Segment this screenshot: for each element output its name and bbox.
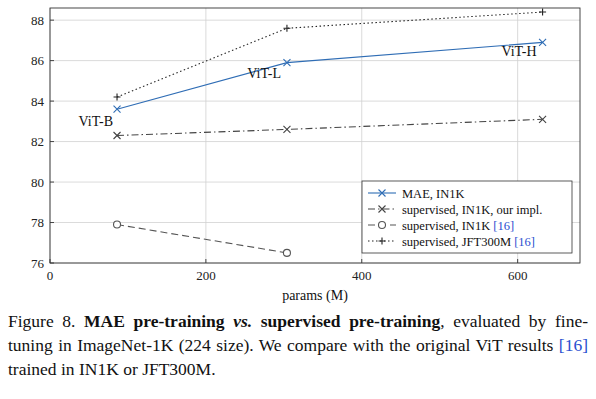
legend-box: [362, 181, 572, 253]
legend-text: supervised, IN1K: [402, 219, 493, 233]
caption: Figure 8. MAE pre-training vs. supervise…: [8, 309, 588, 381]
grid-line: [205, 8, 206, 263]
caption-run: Figure 8.: [8, 311, 84, 331]
tick: [50, 20, 54, 21]
tick: [50, 141, 54, 142]
tick-label: 400: [352, 268, 372, 283]
tick: [205, 259, 206, 263]
legend-label: supervised, JFT300M [16]: [402, 235, 535, 249]
grid-line: [50, 20, 580, 21]
tick-label: 600: [508, 268, 528, 283]
series-line: [117, 42, 543, 109]
tick-label: 84: [31, 94, 45, 109]
tick: [517, 259, 518, 263]
series-line: [117, 225, 287, 253]
legend-text: supervised, JFT300M: [402, 235, 514, 249]
tick-label: 86: [31, 53, 45, 68]
tick: [50, 182, 54, 183]
marker: [114, 106, 121, 113]
point-label: ViT-H: [501, 44, 536, 59]
legend-marker: [379, 206, 386, 213]
marker: [539, 116, 546, 123]
legend-marker: [379, 238, 386, 245]
point-label: ViT-B: [79, 114, 113, 129]
legend-label: MAE, IN1K: [402, 187, 465, 201]
caption-run: supervised pre-training: [252, 311, 440, 331]
tick-label: 0: [47, 268, 54, 283]
marker: [283, 249, 290, 256]
marker: [539, 9, 546, 16]
marker: [283, 25, 290, 32]
caption-run: vs.: [233, 311, 252, 331]
plot-frame: [50, 8, 580, 263]
tick: [50, 222, 54, 223]
marker: [283, 59, 290, 66]
tick-label: 88: [31, 13, 44, 28]
marker: [539, 39, 546, 46]
marker: [114, 221, 121, 228]
marker: [114, 94, 121, 101]
chart: 76 78 80 82 84 86 88 0 200 400 600 params (M) ViT-B V…: [0, 0, 596, 305]
tick: [50, 60, 54, 61]
legend-text: supervised, IN1K, our impl.: [402, 203, 542, 217]
caption-run: MAE pre-training: [84, 311, 233, 331]
series-line: [117, 119, 543, 135]
tick-label: 78: [31, 215, 44, 230]
point-label: ViT-L: [247, 66, 281, 81]
citation: [16]: [514, 235, 535, 249]
legend-label: supervised, IN1K [16]: [402, 219, 514, 233]
grid-line: [50, 101, 580, 102]
citation: [16]: [559, 335, 588, 355]
tick: [50, 259, 51, 263]
tick-label: 80: [31, 175, 44, 190]
tick-label: 82: [31, 134, 44, 149]
tick-label: 200: [196, 268, 216, 283]
marker: [114, 132, 121, 139]
legend-marker: [379, 222, 386, 229]
legend: MAE, IN1K supervised, IN1K, our impl. supe…: [362, 181, 572, 253]
tick: [50, 101, 54, 102]
legend-text: MAE, IN1K: [402, 187, 465, 201]
tick: [50, 263, 54, 264]
tick-label: 76: [31, 256, 45, 271]
legend-marker: [379, 190, 386, 197]
grid-line: [50, 141, 580, 142]
marker: [283, 126, 290, 133]
legend-label: supervised, IN1K, our impl.: [402, 203, 542, 217]
citation: [16]: [493, 219, 514, 233]
axis-label: params (M): [282, 288, 348, 304]
series-line: [117, 12, 543, 97]
tick: [361, 259, 362, 263]
plot-area: [114, 9, 547, 257]
